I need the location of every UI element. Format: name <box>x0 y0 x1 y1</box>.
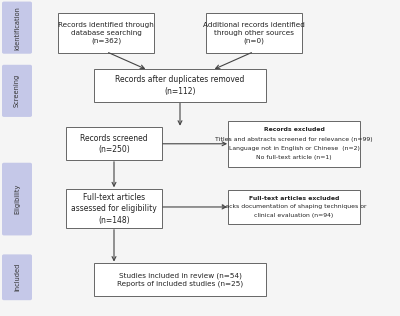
FancyBboxPatch shape <box>66 127 162 160</box>
FancyBboxPatch shape <box>2 65 32 117</box>
Text: Lacks documentation of shaping techniques or: Lacks documentation of shaping technique… <box>222 204 366 210</box>
Text: Additional records identified
through other sources
(n=0): Additional records identified through ot… <box>203 22 305 44</box>
Text: Language not in English or Chinese  (n=2): Language not in English or Chinese (n=2) <box>228 146 360 151</box>
Text: Records screened
(n=250): Records screened (n=250) <box>80 134 148 154</box>
Text: Screening: Screening <box>14 74 20 107</box>
FancyBboxPatch shape <box>94 69 266 102</box>
FancyBboxPatch shape <box>206 13 302 53</box>
Text: Full-text articles excluded: Full-text articles excluded <box>249 196 339 201</box>
FancyBboxPatch shape <box>228 121 360 167</box>
FancyBboxPatch shape <box>2 2 32 54</box>
Text: No full-text article (n=1): No full-text article (n=1) <box>256 155 332 161</box>
Text: clinical evaluation (n=94): clinical evaluation (n=94) <box>254 213 334 218</box>
Text: Records excluded: Records excluded <box>264 127 324 132</box>
FancyBboxPatch shape <box>58 13 154 53</box>
Text: Records after duplicates removed
(n=112): Records after duplicates removed (n=112) <box>115 75 245 95</box>
FancyBboxPatch shape <box>66 189 162 228</box>
Text: Included: Included <box>14 263 20 291</box>
Text: Titles and abstracts screened for relevance (n=99): Titles and abstracts screened for releva… <box>215 137 373 142</box>
Text: Full-text articles
assessed for eligibility
(n=148): Full-text articles assessed for eligibil… <box>71 193 157 224</box>
Text: Studies included in review (n=54)
Reports of included studies (n=25): Studies included in review (n=54) Report… <box>117 272 243 287</box>
FancyBboxPatch shape <box>2 254 32 300</box>
FancyBboxPatch shape <box>94 263 266 296</box>
FancyBboxPatch shape <box>228 190 360 224</box>
Text: Eligibility: Eligibility <box>14 184 20 214</box>
Text: Records identified through
database searching
(n=362): Records identified through database sear… <box>58 22 154 44</box>
FancyBboxPatch shape <box>2 163 32 235</box>
Text: Identification: Identification <box>14 6 20 50</box>
